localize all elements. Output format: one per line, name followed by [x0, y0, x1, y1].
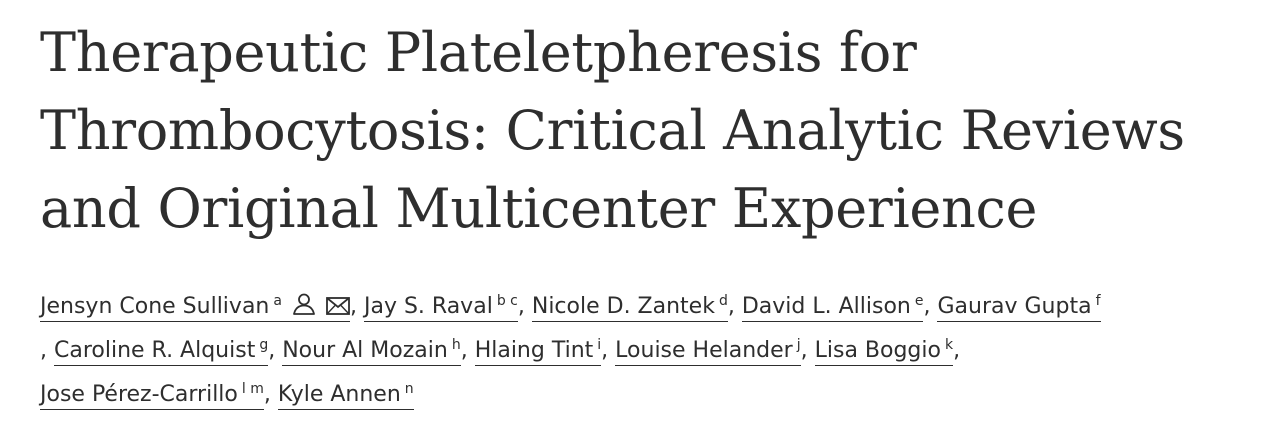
- author-name: Jensyn Cone Sullivan: [40, 294, 270, 319]
- author-name: Jose Pérez-Carrillo: [40, 382, 238, 407]
- affiliation-marker: e: [914, 292, 924, 309]
- affiliation-marker: j: [796, 336, 801, 353]
- separator: ,: [263, 382, 278, 407]
- title-line: and Original Multicenter Experience: [40, 177, 1038, 240]
- article-header: Therapeutic Plateletpheresis for Thrombo…: [40, 0, 1265, 417]
- separator: ,: [601, 338, 616, 363]
- separator: ,: [727, 294, 742, 319]
- author-name: Nicole D. Zantek: [531, 294, 715, 319]
- title-line: Therapeutic Plateletpheresis for: [40, 21, 917, 84]
- author-name: David L. Allison: [741, 294, 911, 319]
- author-name: Jay S. Raval: [363, 294, 493, 319]
- author-link-al-mozain[interactable]: Nour Al Mozain h: [282, 336, 461, 366]
- affiliation-marker: g: [259, 336, 269, 353]
- title-line: Thrombocytosis: Critical Analytic Review…: [40, 99, 1185, 162]
- envelope-icon[interactable]: [326, 297, 350, 315]
- article-title: Therapeutic Plateletpheresis for Thrombo…: [40, 0, 1265, 248]
- affiliation-marker: n: [404, 380, 414, 397]
- affiliation-marker: i: [597, 336, 602, 353]
- affiliation-marker: l m: [241, 380, 264, 397]
- affiliation-marker: f: [1095, 292, 1101, 309]
- affiliation-marker: b c: [496, 292, 518, 309]
- affiliation-marker: a: [273, 292, 282, 309]
- author-list: Jensyn Cone Sullivan a, Jay S. Raval b c, …: [40, 285, 1265, 417]
- author-link-perez-carrillo[interactable]: Jose Pérez-Carrillo l m: [40, 381, 264, 410]
- author-link-alquist[interactable]: Caroline R. Alquist g: [54, 336, 269, 366]
- author-name: Lisa Boggio: [814, 338, 941, 363]
- author-name: Kyle Annen: [277, 382, 401, 407]
- author-name: Louise Helander: [615, 338, 793, 363]
- author-link-helander[interactable]: Louise Helander j: [615, 336, 801, 366]
- author-name: Caroline R. Alquist: [54, 338, 256, 363]
- separator: ,: [923, 294, 938, 319]
- author-link-boggio[interactable]: Lisa Boggio k: [814, 336, 954, 366]
- author-link-annen[interactable]: Kyle Annen n: [277, 380, 414, 410]
- author-link-tint[interactable]: Hlaing Tint i: [474, 336, 602, 366]
- separator: ,: [517, 294, 532, 319]
- author-link-sullivan[interactable]: Jensyn Cone Sullivan a: [40, 293, 350, 322]
- separator: ,: [800, 338, 815, 363]
- author-name: Gaurav Gupta: [937, 294, 1092, 319]
- separator: ,: [460, 338, 475, 363]
- separator: ,: [953, 338, 968, 363]
- author-link-allison[interactable]: David L. Allison e: [741, 292, 924, 322]
- separator: ,: [40, 338, 54, 363]
- author-name: Hlaing Tint: [474, 338, 594, 363]
- author-link-zantek[interactable]: Nicole D. Zantek d: [531, 292, 728, 322]
- author-name: Nour Al Mozain: [282, 338, 448, 363]
- author-link-raval[interactable]: Jay S. Raval b c: [363, 292, 518, 322]
- author-link-gupta[interactable]: Gaurav Gupta f: [937, 292, 1101, 322]
- affiliation-marker: h: [451, 336, 461, 353]
- person-icon[interactable]: [292, 293, 316, 315]
- affiliation-marker: d: [718, 292, 728, 309]
- affiliation-marker: k: [944, 336, 954, 353]
- separator: ,: [268, 338, 283, 363]
- separator: ,: [349, 294, 364, 319]
